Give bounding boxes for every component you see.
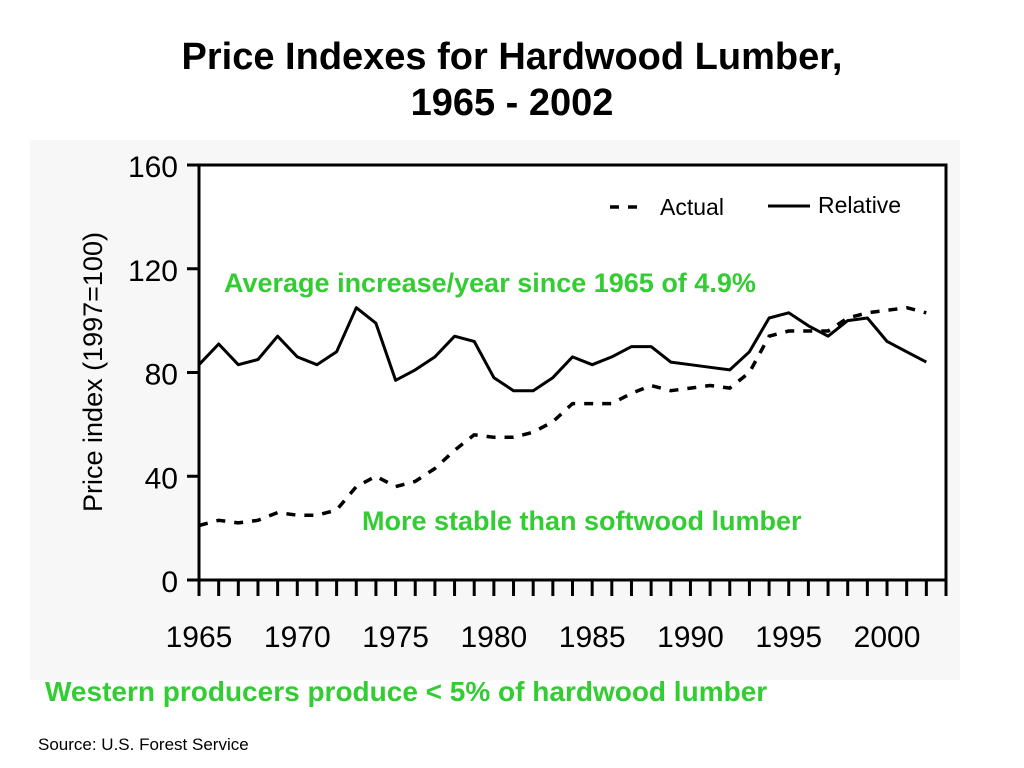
x-tick-label: 1975 xyxy=(362,621,429,654)
x-tick-label: 1980 xyxy=(460,621,527,654)
y-axis-label: Price index (1997=100) xyxy=(78,232,108,512)
series-layer xyxy=(197,305,927,528)
legend: Actual Relative xyxy=(610,192,901,220)
x-tick-label: 2000 xyxy=(854,621,921,654)
x-tick-label: 1965 xyxy=(166,621,233,654)
series-line-relative xyxy=(197,306,927,393)
footer-note: Western producers produce < 5% of hardwo… xyxy=(45,676,768,707)
y-tick-label: 80 xyxy=(145,359,178,392)
x-axis: 1965 1970 1975 1980 1985 1990 1995 2000 xyxy=(166,580,948,654)
chart-title: Price Indexes for Hardwood Lumber, 1965 … xyxy=(0,34,1024,126)
x-tick-label: 1995 xyxy=(755,621,822,654)
y-tick-label: 0 xyxy=(161,566,178,599)
legend-label-relative: Relative xyxy=(818,192,901,218)
y-tick-label: 120 xyxy=(128,255,178,288)
chart-title-line-1: Price Indexes for Hardwood Lumber, xyxy=(181,36,843,78)
series-line-actual xyxy=(198,305,927,528)
source-note: Source: U.S. Forest Service xyxy=(38,735,249,754)
legend-label-actual: Actual xyxy=(660,194,724,220)
annotation-average-increase: Average increase/year since 1965 of 4.9% xyxy=(224,268,756,298)
chart-title-line-2: 1965 - 2002 xyxy=(410,82,614,124)
x-tick-label: 1985 xyxy=(559,621,626,654)
plot-frame xyxy=(197,163,948,582)
y-tick-label: 40 xyxy=(145,462,178,495)
x-tick-label: 1990 xyxy=(657,621,724,654)
x-tick-label: 1970 xyxy=(264,621,331,654)
y-axis: 0 40 80 120 160 xyxy=(128,151,199,599)
annotation-stability: More stable than softwood lumber xyxy=(362,506,802,536)
y-tick-label: 160 xyxy=(128,151,178,184)
